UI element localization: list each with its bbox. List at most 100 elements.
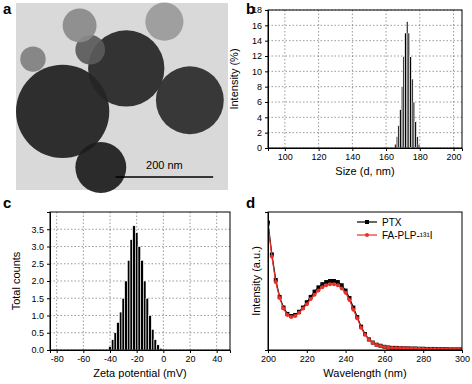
y-tick: 3.0: [31, 242, 50, 252]
histogram-bar: [133, 226, 136, 350]
data-point: [413, 347, 417, 350]
x-tick: 220: [300, 350, 315, 364]
y-tick-mark: [47, 264, 50, 265]
y-tick: 2.5: [31, 259, 50, 269]
grid-line-x: [419, 10, 420, 148]
data-point: [332, 282, 336, 286]
data-point: [363, 333, 367, 337]
y-tick: 1.0: [31, 311, 50, 321]
y-tick-mark: [265, 71, 268, 72]
x-tick: 100: [278, 148, 293, 162]
x-tick-mark: [346, 350, 347, 353]
histogram-bar: [418, 144, 420, 148]
histogram-bar: [109, 347, 112, 350]
y-axis-title: Intensity (a.u.): [250, 246, 262, 316]
x-tick: 200: [261, 350, 276, 364]
y-tick-label: 6: [257, 97, 262, 107]
y-tick: 3.5: [31, 225, 50, 235]
data-point: [285, 313, 289, 317]
x-axis-title: Size (d, nm): [335, 165, 394, 177]
x-tick-mark: [285, 148, 286, 151]
y-tick: 4: [257, 113, 268, 123]
x-tick: 260: [377, 350, 392, 364]
data-point: [320, 285, 324, 289]
panel-label: d: [246, 194, 255, 211]
scale-bar: [116, 176, 214, 178]
x-tick-mark: [352, 148, 353, 151]
data-point: [355, 316, 359, 320]
data-point: [309, 297, 313, 301]
y-tick-label: 3.5: [31, 225, 44, 235]
x-tick-label: 200: [261, 354, 276, 364]
y-tick: 2.0: [31, 276, 50, 286]
y-axis: 0.00.51.01.52.02.53.03.5: [31, 213, 50, 356]
x-tick-label: 200: [447, 152, 462, 162]
grid-line-y: [268, 132, 462, 133]
x-tick: 240: [339, 350, 354, 364]
y-tick-label: 0.0: [31, 345, 44, 355]
x-tick: 200: [447, 148, 462, 162]
x-axis-title: Zeta potential (mV): [93, 367, 187, 379]
particle: [145, 3, 183, 41]
x-tick: 300: [455, 350, 470, 364]
histogram-bar: [138, 247, 141, 351]
x-tick-mark: [386, 148, 387, 151]
grid-line-x: [352, 10, 353, 148]
histogram-bar: [130, 240, 133, 350]
data-point: [390, 346, 394, 350]
x-tick-label: 240: [339, 354, 354, 364]
data-point: [394, 346, 398, 350]
x-tick-mark: [217, 350, 218, 353]
data-point: [410, 347, 414, 350]
x-tick-label: 180: [413, 152, 428, 162]
x-tick-mark: [83, 350, 84, 353]
y-tick-label: 0: [257, 143, 262, 153]
legend-label: PTX: [382, 217, 402, 228]
x-tick-mark: [57, 350, 58, 353]
x-tick: 120: [312, 148, 327, 162]
histogram-bar: [151, 329, 154, 350]
y-tick-mark: [265, 87, 268, 88]
grid: [50, 212, 230, 350]
x-tick-label: 300: [455, 354, 470, 364]
plot-marks: [268, 221, 462, 350]
y-tick-mark: [265, 56, 268, 57]
histogram-bar: [146, 298, 149, 350]
data-point: [301, 307, 305, 311]
histogram-bar: [154, 340, 157, 350]
data-point: [413, 347, 417, 350]
grid-line-x: [216, 212, 217, 350]
y-tick-mark: [265, 102, 268, 103]
histogram-bar: [117, 322, 120, 350]
legend: PTXFA-PLP-¹³¹I: [357, 217, 433, 241]
y-tick-mark: [265, 25, 268, 26]
x-axis-line: [51, 351, 231, 354]
x-tick-label: 260: [377, 354, 392, 364]
histogram-bar: [119, 312, 122, 350]
x-tick: 0: [161, 350, 166, 364]
y-tick-label: 1.0: [31, 311, 44, 321]
data-point: [386, 345, 390, 349]
y-tick: 2: [257, 128, 268, 138]
data-point: [351, 308, 355, 312]
y-tick-mark: [47, 247, 50, 248]
x-tick-label: 40: [212, 354, 222, 364]
data-point: [297, 311, 301, 315]
x-tick-label: 220: [300, 354, 315, 364]
data-point: [402, 346, 406, 350]
grid-line-y: [268, 56, 462, 57]
y-tick: 6: [257, 97, 268, 107]
y-tick: 0.0: [31, 345, 50, 355]
x-tick-mark: [462, 350, 463, 353]
y-tick-label: 1.5: [31, 294, 44, 304]
x-tick: -80: [51, 350, 64, 364]
data-point: [379, 344, 383, 348]
y-tick-mark: [47, 229, 50, 230]
x-tick: -20: [131, 350, 144, 364]
data-point: [344, 291, 348, 295]
y-tick: 16: [252, 21, 268, 31]
y-tick-mark: [265, 148, 268, 149]
data-point: [305, 302, 309, 306]
series-line: [268, 225, 462, 350]
particle: [63, 8, 97, 42]
